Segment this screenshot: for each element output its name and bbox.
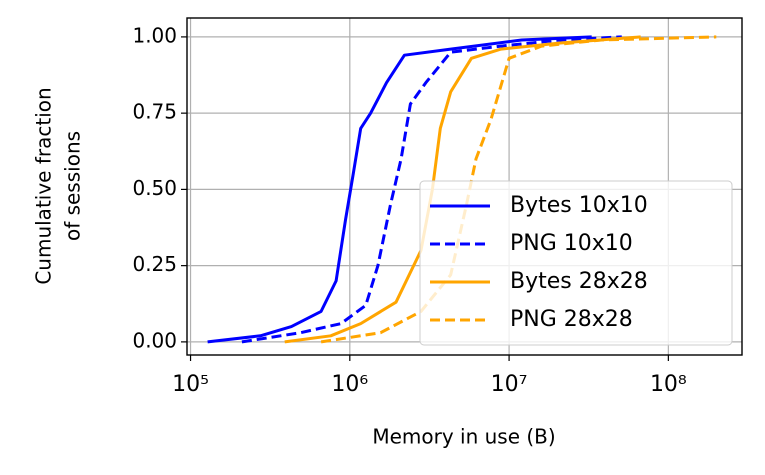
y-tick-label: 0.75 [132,100,177,124]
series-line [284,35,641,344]
legend-label: PNG 28x28 [510,307,633,332]
legend-label: Bytes 28x28 [510,269,648,294]
x-axis-label: Memory in use (B) [372,425,555,449]
legend-label: PNG 10x10 [510,231,633,256]
plot-frame [186,17,743,356]
x-tick-label: 10⁶ [331,372,368,397]
x-tick-label: 10⁸ [650,372,687,397]
y-tick-label: 1.00 [132,23,177,47]
y-axis-label: Cumulative fraction [32,87,56,284]
legend-label: Bytes 10x10 [510,193,648,218]
y-tick-label: 0.50 [132,176,177,200]
x-tick-label: 10⁵ [172,372,209,397]
y-axis-label: of sessions [61,131,85,241]
y-tick-label: 0.00 [132,328,177,352]
series-line [320,35,717,344]
series-line [207,35,592,344]
y-tick-label: 0.25 [132,252,177,276]
series-line [241,35,622,344]
x-tick-label: 10⁷ [491,372,528,397]
legend-box [419,180,733,346]
